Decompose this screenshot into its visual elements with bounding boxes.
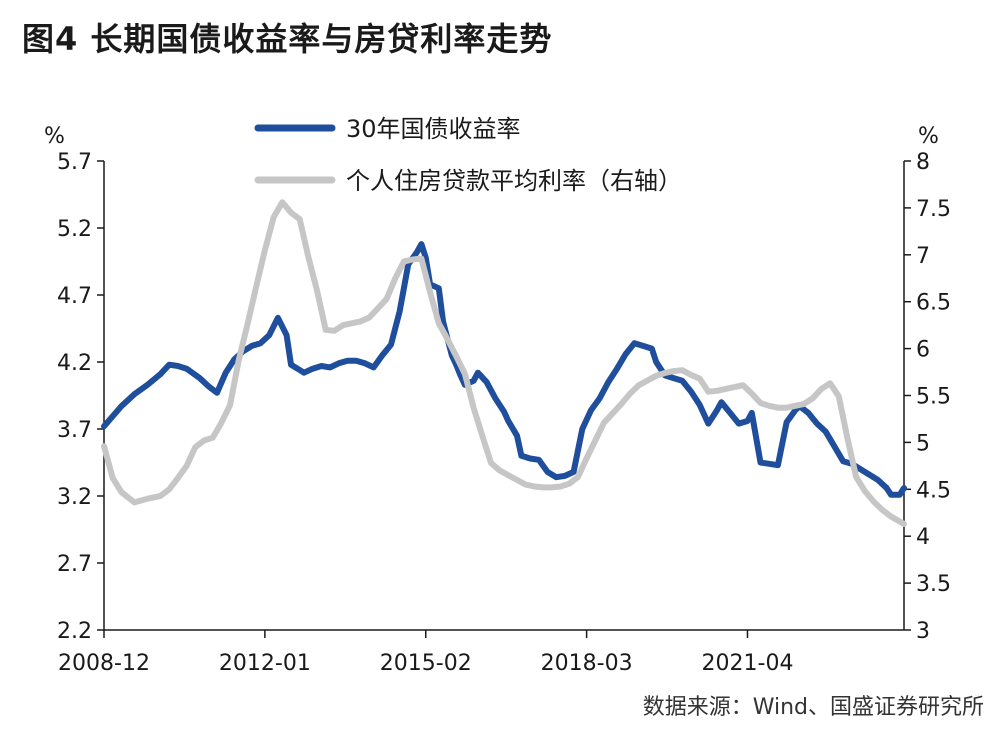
left-tick-label: 2.7 <box>57 552 92 577</box>
figure-title: 图4 长期国债收益率与房贷利率走势 <box>22 20 553 58</box>
right-tick-label: 5 <box>916 431 930 456</box>
series-line-30y-bond <box>101 241 907 498</box>
left-tick-label: 3.7 <box>57 418 92 443</box>
x-tick-label: 2021-04 <box>702 651 794 676</box>
right-tick-label: 4.5 <box>916 478 951 503</box>
left-tick-label: 4.7 <box>57 284 92 309</box>
right-tick-label: 5.5 <box>916 385 951 410</box>
left-tick-label: 3.2 <box>57 485 92 510</box>
left-tick-label: 2.2 <box>57 619 92 644</box>
left-tick-label: 5.7 <box>57 150 92 175</box>
series-line-mortgage-rate <box>101 199 907 527</box>
legend-label-mortgage-rate: 个人住房贷款平均利率（右轴） <box>346 167 682 195</box>
right-tick-label: 6 <box>916 338 930 363</box>
x-tick-label: 2008-12 <box>58 651 150 676</box>
right-tick-label: 6.5 <box>916 291 951 316</box>
left-tick-label: 5.2 <box>57 217 92 242</box>
left-axis-unit: % <box>44 124 65 149</box>
x-tick-label: 2012-01 <box>219 651 311 676</box>
right-tick-label: 3 <box>916 619 930 644</box>
series-layer <box>101 199 907 527</box>
axes-group: 2.2 2.7 3.2 3.7 4.2 4.7 5.2 5.7 3 3.5 4 4.5 5 5.5 6 6.5… <box>57 150 951 676</box>
legend: 30年国债收益率 个人住房贷款平均利率（右轴） <box>254 115 682 195</box>
legend-label-30y-bond: 30年国债收益率 <box>346 115 521 143</box>
x-tick-label: 2015-02 <box>380 651 472 676</box>
x-tick-label: 2018-03 <box>541 651 633 676</box>
right-axis-unit: % <box>918 124 939 149</box>
right-tick-label: 3.5 <box>916 572 951 597</box>
right-tick-label: 7.5 <box>916 197 951 222</box>
left-tick-label: 4.2 <box>57 351 92 376</box>
data-source: 数据来源：Wind、国盛证券研究所 <box>642 695 984 720</box>
right-tick-label: 7 <box>916 244 930 269</box>
right-tick-label: 4 <box>916 525 930 550</box>
right-tick-label: 8 <box>916 150 930 175</box>
